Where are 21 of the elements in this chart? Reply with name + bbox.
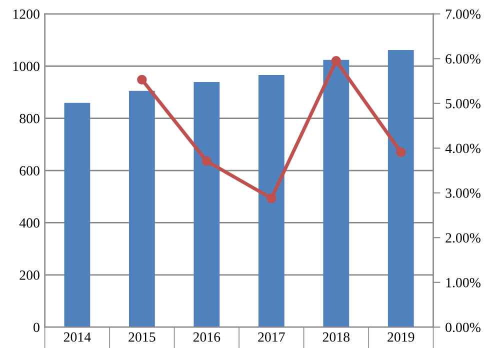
x-tick-label: 2018 [322,332,350,342]
y-tick-label: 400 [19,218,40,228]
y2-tick-label: 7.00% [446,10,480,19]
x-tick-label: 2019 [388,332,414,342]
x-tick-label: 2014 [64,332,91,342]
y-tick-label: 800 [20,114,40,124]
y2-tick-label: 5.00% [446,98,480,108]
y-tick-label: 200 [20,270,40,280]
y2-tick-label: 2.00% [446,233,480,243]
y2-tick-label: 0.00% [446,322,480,332]
y-tick-label: 1000 [13,62,40,72]
y-tick-label: 0 [34,322,40,332]
x-tick-label: 2017 [258,332,285,342]
y2-tick-label: 4.00% [445,144,480,154]
y-tick-label: 1200 [13,10,40,19]
y2-tick-label: 3.00% [446,188,480,198]
x-tick-label: 2015 [128,332,156,342]
y2-tick-label: 6.00% [446,54,480,64]
y-tick-label: 600 [20,166,40,176]
y2-tick-label: 1.00% [446,278,480,288]
x-tick-label: 2016 [193,332,220,342]
